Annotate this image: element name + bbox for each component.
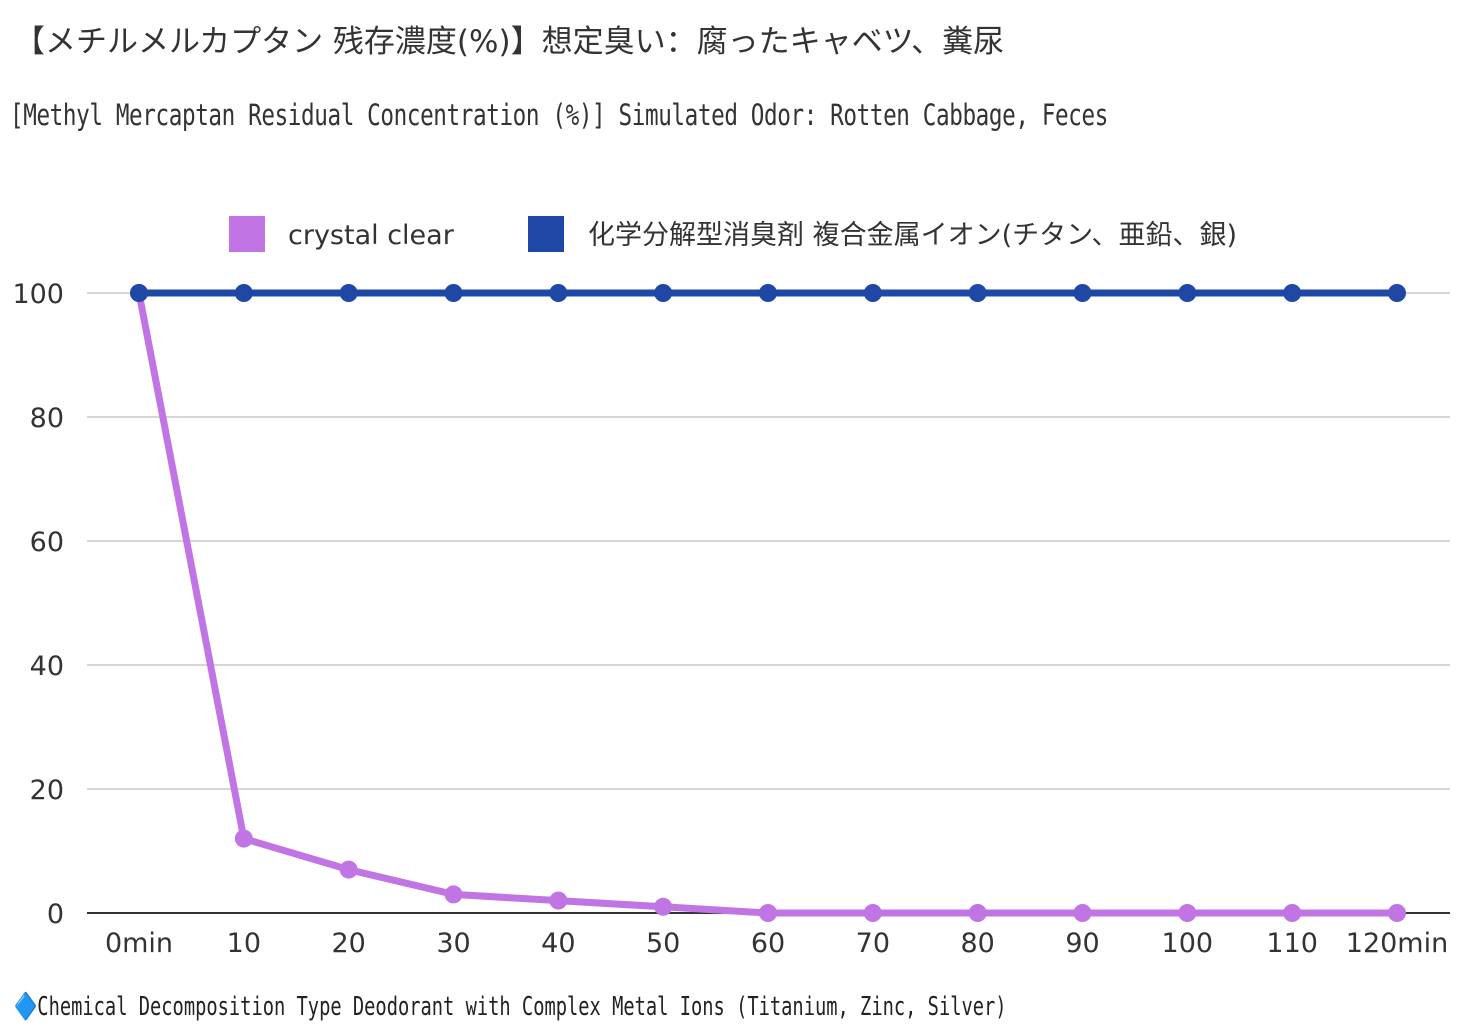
series-line [135, 289, 1401, 917]
x-tick-label: 120min [1346, 928, 1448, 959]
x-tick-label: 60 [751, 928, 785, 959]
x-tick-label: 80 [960, 928, 994, 959]
data-point [234, 829, 253, 848]
data-point [130, 284, 148, 302]
data-point [234, 284, 253, 302]
data-point [759, 904, 777, 922]
data-point [339, 284, 358, 302]
chart-title-japanese: 【メチルメルカプタン 残存濃度(%)】想定臭い：腐ったキャベツ、糞尿 [14, 24, 1005, 60]
x-tick-label: 100 [1162, 928, 1214, 959]
data-point [549, 891, 568, 910]
legend-label: crystal clear [288, 220, 455, 251]
data-point [968, 284, 987, 302]
x-tick-label: 70 [856, 928, 890, 959]
legend-swatch [229, 216, 265, 252]
data-point [654, 897, 673, 916]
legend-swatch [528, 216, 564, 252]
series-1 [130, 284, 1406, 922]
series-2 [130, 284, 1406, 302]
data-point [654, 284, 673, 302]
data-point [968, 904, 987, 922]
series-group [130, 284, 1406, 922]
x-tick-label: 10 [227, 928, 261, 959]
diamond-icon: 🔷 [14, 992, 38, 1022]
y-tick-label: 100 [12, 279, 64, 310]
legend: crystal clear 化学分解型消臭剤 複合金属イオン(チタン、亜鉛、銀) [229, 216, 1237, 252]
y-tick-label: 0 [47, 899, 64, 930]
x-tick-label: 30 [436, 928, 470, 959]
data-point [1388, 284, 1406, 302]
x-tick-label: 0min [105, 928, 173, 959]
y-tick-label: 20 [30, 775, 64, 806]
y-axis-ticks: 0 20 40 60 80 100 [12, 279, 64, 930]
data-point [1283, 284, 1302, 302]
data-point [1283, 904, 1302, 922]
x-tick-label: 110 [1266, 928, 1318, 959]
footnote-text: Chemical Decomposition Type Deodorant wi… [37, 992, 1007, 1022]
x-tick-label: 20 [331, 928, 365, 959]
x-tick-label: 90 [1065, 928, 1099, 959]
x-axis-ticks: 0min 10 20 30 40 50 60 70 80 90 100 110 120min [105, 928, 1448, 959]
data-point [1388, 904, 1406, 922]
x-tick-label: 40 [541, 928, 575, 959]
data-point [444, 284, 463, 302]
footnote: 🔷Chemical Decomposition Type Deodorant w… [14, 992, 1007, 1022]
gridlines [87, 292, 1450, 914]
data-point [1178, 284, 1197, 302]
y-tick-label: 80 [30, 403, 64, 434]
data-point [863, 284, 882, 302]
legend-label: 化学分解型消臭剤 複合金属イオン(チタン、亜鉛、銀) [588, 220, 1237, 251]
data-point [1178, 904, 1197, 922]
data-point [1073, 904, 1092, 922]
y-tick-label: 40 [30, 651, 64, 682]
data-point [759, 284, 777, 302]
data-point [444, 885, 463, 904]
y-tick-label: 60 [30, 527, 64, 558]
data-point [339, 860, 358, 879]
data-point [549, 284, 568, 302]
x-tick-label: 50 [646, 928, 680, 959]
chart-title-english: [Methyl Mercaptan Residual Concentration… [10, 98, 1108, 132]
data-point [863, 904, 882, 922]
data-point [1073, 284, 1092, 302]
